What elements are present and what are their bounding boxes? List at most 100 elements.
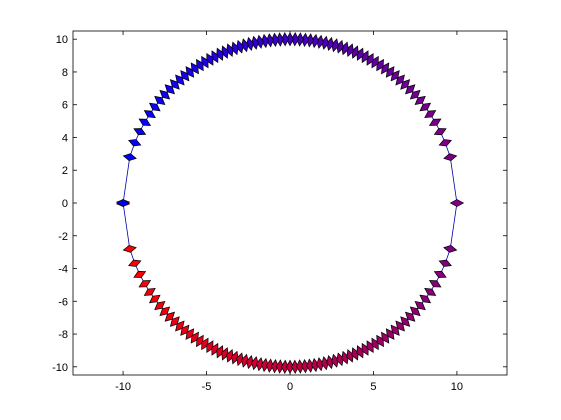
- data-point-marker: [351, 347, 359, 361]
- data-point-marker: [190, 62, 199, 75]
- data-point-marker: [211, 50, 219, 64]
- data-point-marker: [385, 66, 395, 78]
- y-tick-label: 2: [62, 165, 68, 177]
- plot-area: [72, 30, 508, 376]
- y-tick-label: 8: [62, 67, 68, 79]
- data-point-marker: [443, 245, 458, 253]
- x-tick-label: -10: [115, 381, 131, 393]
- data-point-marker: [246, 355, 254, 370]
- data-point-marker: [390, 70, 400, 82]
- data-point-marker: [196, 58, 204, 72]
- data-point-marker: [376, 58, 384, 72]
- data-point-marker: [449, 199, 465, 207]
- data-point-marker: [321, 356, 329, 371]
- data-point-marker: [154, 300, 166, 311]
- data-point-marker: [226, 349, 234, 363]
- data-point-marker: [419, 102, 432, 112]
- data-point-marker: [356, 345, 364, 359]
- data-point-marker: [128, 139, 142, 147]
- data-point-marker: [331, 38, 339, 53]
- data-point-marker: [331, 353, 339, 368]
- data-point-marker: [341, 350, 349, 365]
- data-point-marker: [433, 128, 447, 136]
- data-point-marker: [419, 294, 432, 304]
- data-point-marker: [409, 306, 421, 317]
- data-point-marker: [404, 311, 416, 322]
- data-point-marker: [424, 110, 437, 119]
- data-point-marker: [236, 39, 244, 54]
- data-point-marker: [241, 353, 249, 368]
- data-point-marker: [133, 270, 147, 278]
- data-point-marker: [159, 89, 171, 100]
- data-point-marker: [414, 95, 426, 106]
- data-point-marker: [143, 110, 156, 119]
- data-point-marker: [361, 50, 369, 64]
- data-point-marker: [346, 349, 354, 363]
- x-tick-label: -5: [202, 381, 212, 393]
- data-point-marker: [154, 95, 166, 106]
- data-point-marker: [221, 347, 229, 361]
- y-tick-label: -10: [52, 362, 68, 374]
- data-point-marker: [366, 52, 374, 66]
- data-point-marker: [443, 153, 458, 161]
- data-point-marker: [231, 41, 239, 56]
- data-point-marker: [211, 342, 219, 356]
- y-tick-label: -8: [58, 329, 68, 341]
- data-point-marker: [185, 328, 195, 340]
- data-point-marker: [138, 118, 152, 126]
- data-point-marker: [251, 35, 259, 50]
- y-tick-label: -4: [58, 264, 68, 276]
- data-point-marker: [236, 352, 244, 367]
- data-point-marker: [180, 324, 190, 336]
- data-point-marker: [438, 259, 452, 267]
- data-point-marker: [206, 340, 214, 354]
- y-tick-label: -2: [58, 231, 68, 243]
- data-point-marker: [122, 153, 137, 161]
- data-point-marker: [371, 337, 379, 351]
- data-point-marker: [371, 55, 379, 69]
- axis-ticks: [73, 31, 507, 375]
- data-point-marker: [326, 355, 334, 370]
- data-point-marker: [424, 287, 437, 296]
- data-point-marker: [226, 43, 234, 57]
- data-point-marker: [409, 89, 421, 100]
- data-point-marker: [241, 38, 249, 53]
- data-point-marker: [128, 259, 142, 267]
- y-tick-label: 6: [62, 100, 68, 112]
- x-tick-label: 5: [370, 381, 376, 393]
- data-point-marker: [341, 41, 349, 56]
- data-point-marker: [148, 102, 161, 112]
- data-point-marker: [148, 294, 161, 304]
- data-point-marker: [221, 45, 229, 59]
- data-point-marker: [366, 340, 374, 354]
- data-point-marker: [381, 62, 390, 75]
- series-markers: [115, 31, 465, 375]
- data-point-marker: [201, 55, 209, 69]
- data-point-marker: [206, 52, 214, 66]
- data-point-marker: [356, 47, 364, 61]
- data-point-marker: [428, 118, 442, 126]
- data-point-marker: [133, 128, 147, 136]
- y-tick-label: -6: [58, 296, 68, 308]
- x-tick-label: 0: [287, 381, 293, 393]
- data-point-marker: [190, 331, 199, 344]
- data-point-marker: [122, 245, 137, 253]
- data-point-marker: [414, 300, 426, 311]
- data-point-marker: [361, 342, 369, 356]
- data-point-marker: [185, 66, 195, 78]
- data-point-marker: [138, 280, 152, 288]
- data-point-marker: [216, 47, 224, 61]
- data-point-marker: [231, 350, 239, 365]
- data-point-marker: [196, 334, 204, 348]
- data-point-marker: [381, 331, 390, 344]
- data-point-marker: [115, 199, 131, 207]
- data-point-marker: [143, 287, 156, 296]
- data-point-marker: [351, 45, 359, 59]
- data-point-marker: [336, 39, 344, 54]
- data-point-marker: [159, 306, 171, 317]
- data-point-marker: [428, 280, 442, 288]
- data-point-marker: [201, 337, 209, 351]
- data-point-marker: [433, 270, 447, 278]
- y-tick-label: 4: [62, 132, 68, 144]
